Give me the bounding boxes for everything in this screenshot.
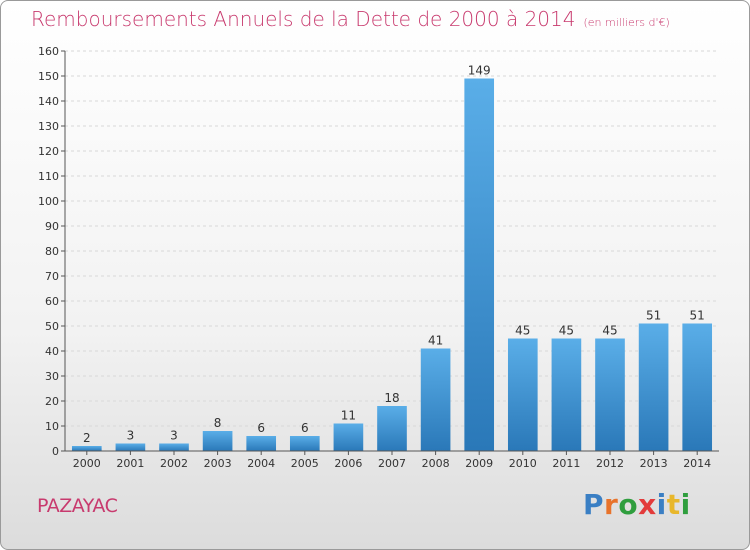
data-label: 2: [83, 431, 91, 445]
data-label: 45: [515, 324, 530, 338]
x-tick-label: 2013: [640, 457, 668, 470]
logo-letter: i: [656, 488, 667, 521]
x-tick-label: 2012: [596, 457, 624, 470]
bar: [507, 338, 538, 451]
bar: [682, 323, 713, 451]
chart-title: Remboursements Annuels de la Dette de 20…: [31, 7, 670, 31]
data-label: 149: [468, 64, 491, 78]
proxiti-logo: Proxiti: [583, 488, 691, 521]
x-tick-label: 2005: [291, 457, 319, 470]
y-tick-label: 120: [38, 145, 59, 158]
x-tick-label: 2007: [378, 457, 406, 470]
data-label: 51: [646, 309, 661, 323]
bar: [595, 338, 625, 451]
y-tick-label: 140: [38, 95, 59, 108]
logo-letter: t: [666, 488, 681, 521]
bar: [638, 323, 669, 451]
x-tick-label: 2001: [116, 457, 144, 470]
bar: [159, 443, 189, 451]
x-tick-label: 2014: [683, 457, 711, 470]
place-name: PAZAYAC: [37, 495, 118, 517]
x-tick-label: 2000: [73, 457, 101, 470]
y-tick-label: 130: [38, 120, 59, 133]
chart-title-text: Remboursements Annuels de la Dette de 20…: [31, 7, 576, 31]
x-tick-label: 2002: [160, 457, 188, 470]
bar: [377, 406, 407, 451]
bar: [289, 436, 320, 451]
x-tick-label: 2006: [334, 457, 362, 470]
bar: [551, 338, 582, 451]
logo-letter: x: [638, 488, 657, 521]
data-label: 6: [301, 421, 309, 435]
y-tick-label: 30: [45, 370, 59, 383]
data-label: 18: [384, 391, 399, 405]
logo-letter: r: [604, 488, 619, 521]
chart-subtitle: (en milliers d'€): [583, 16, 670, 29]
x-tick-label: 2010: [509, 457, 537, 470]
y-tick-label: 160: [38, 45, 59, 58]
y-tick-label: 40: [45, 345, 59, 358]
x-tick-label: 2011: [552, 457, 580, 470]
y-tick-label: 50: [45, 320, 59, 333]
data-label: 8: [214, 416, 222, 430]
bar: [333, 423, 364, 451]
data-label: 11: [341, 409, 356, 423]
data-label: 3: [127, 429, 135, 443]
logo-letter: o: [618, 488, 639, 521]
data-label: 51: [690, 309, 705, 323]
bar: [202, 431, 233, 451]
bar: [246, 436, 277, 451]
y-tick-label: 70: [45, 270, 59, 283]
y-tick-label: 0: [52, 445, 59, 458]
bars: 2 3 3 8 6 6 11 18 41 149 45 45 45 51 51: [71, 64, 713, 451]
logo-letter: P: [583, 488, 605, 521]
bar: [115, 443, 146, 451]
x-tick-label: 2003: [204, 457, 232, 470]
data-label: 45: [559, 324, 574, 338]
y-tick-label: 100: [38, 195, 59, 208]
bar: [420, 348, 451, 451]
y-tick-label: 110: [38, 170, 59, 183]
bar: [71, 446, 102, 451]
y-tick-label: 10: [45, 420, 59, 433]
y-tick-label: 20: [45, 395, 59, 408]
data-label: 6: [257, 421, 265, 435]
x-tick-label: 2004: [247, 457, 275, 470]
y-tick-label: 90: [45, 220, 59, 233]
x-tick-label: 2008: [422, 457, 450, 470]
bar: [464, 78, 495, 451]
axes: 0 10 20 30 40 50 60 70 80 90 100 110 120 130 140 150 160…: [38, 45, 719, 470]
logo-letter: i: [680, 488, 691, 521]
data-label: 41: [428, 334, 443, 348]
x-tick-label: 2009: [465, 457, 493, 470]
y-tick-label: 80: [45, 245, 59, 258]
data-label: 3: [170, 429, 178, 443]
y-tick-label: 150: [38, 70, 59, 83]
y-tick-label: 60: [45, 295, 59, 308]
data-label: 45: [602, 324, 617, 338]
